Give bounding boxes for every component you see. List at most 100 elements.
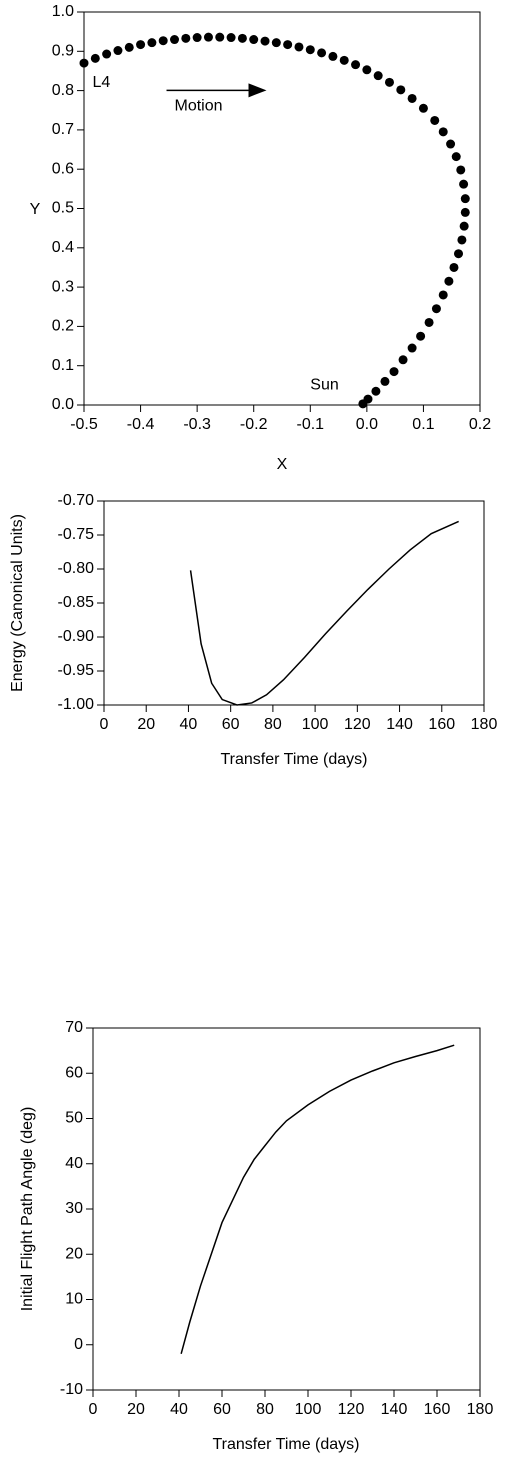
trajectory-point: [192, 33, 202, 43]
y-tick-label: 0.6: [52, 160, 74, 177]
y-tick-label: 70: [65, 1019, 83, 1036]
data-line: [180, 1044, 455, 1354]
trajectory-point: [460, 207, 470, 217]
trajectory-point: [384, 77, 394, 87]
trajectory-point: [249, 35, 259, 45]
x-tick-label: 120: [344, 716, 371, 733]
trajectory-point: [460, 194, 470, 204]
y-tick-label: -0.75: [58, 526, 95, 543]
x-tick-label: 180: [471, 716, 498, 733]
trajectory-point: [418, 103, 428, 113]
x-axis-label: Transfer Time (days): [221, 751, 368, 768]
trajectory-point: [454, 249, 464, 259]
x-axis-label: Transfer Time (days): [213, 1436, 360, 1453]
trajectory-point: [90, 53, 100, 63]
trajectory-point: [226, 33, 236, 43]
trajectory-point: [407, 343, 417, 353]
y-tick-label: -10: [60, 1381, 83, 1398]
trajectory-point: [373, 71, 383, 81]
x-tick-label: 180: [467, 1401, 494, 1418]
x-tick-label: 40: [170, 1401, 188, 1418]
motion-arrowhead: [248, 83, 267, 98]
trajectory-point: [305, 45, 315, 55]
y-tick-label: 0.7: [52, 121, 74, 138]
y-tick-label: -1.00: [58, 696, 95, 713]
trajectory-point: [237, 33, 247, 43]
trajectory-point: [459, 221, 469, 231]
trajectory-point: [147, 38, 157, 48]
y-tick-label: -0.95: [58, 662, 95, 679]
x-tick-label: 0.1: [412, 416, 434, 433]
plot-frame: [92, 1027, 481, 1391]
x-axis-label: X: [277, 456, 288, 473]
trajectory-point: [451, 152, 461, 162]
trajectory-point: [339, 55, 349, 65]
trajectory-point: [328, 51, 338, 61]
x-tick-label: 100: [302, 716, 329, 733]
trajectory-point: [351, 60, 361, 70]
x-tick-label: 60: [222, 716, 240, 733]
y-tick-label: 0.0: [52, 396, 74, 413]
trajectory-point: [398, 355, 408, 365]
trajectory-point: [407, 93, 417, 103]
trajectory-point: [380, 376, 390, 386]
trajectory-point: [457, 235, 467, 245]
trajectory-point: [271, 38, 281, 48]
y-tick-label: 1.0: [52, 3, 74, 20]
x-tick-label: 140: [386, 716, 413, 733]
trajectory-point: [136, 40, 146, 50]
annotation: Motion: [175, 98, 223, 115]
trajectory-point: [449, 262, 459, 272]
x-tick-label: 160: [428, 716, 455, 733]
trajectory-point: [181, 33, 191, 43]
x-tick-label: 120: [338, 1401, 365, 1418]
y-tick-label: 30: [65, 1200, 83, 1217]
trajectory-point: [456, 165, 466, 175]
y-tick-label: 50: [65, 1110, 83, 1127]
trajectory-point: [158, 36, 168, 46]
y-tick-label: 0.4: [52, 239, 74, 256]
trajectory-point: [431, 304, 441, 314]
x-tick-label: 20: [137, 716, 155, 733]
x-tick-label: 0: [89, 1401, 98, 1418]
trajectory-point: [203, 32, 213, 42]
trajectory-point: [124, 42, 134, 52]
plot-frame: [83, 11, 481, 406]
trajectory-point: [358, 399, 368, 409]
trajectory-point: [389, 367, 399, 377]
y-tick-label: 20: [65, 1245, 83, 1262]
x-tick-label: -0.5: [70, 416, 98, 433]
trajectory-point: [438, 127, 448, 137]
trajectory-point: [424, 317, 434, 327]
trajectory-point: [430, 115, 440, 125]
trajectory-point: [170, 35, 180, 45]
x-tick-label: 0.0: [356, 416, 378, 433]
x-tick-label: 80: [264, 716, 282, 733]
trajectory-point: [416, 331, 426, 341]
y-tick-label: 0.2: [52, 318, 74, 335]
trajectory-point: [317, 48, 327, 58]
trajectory-point: [283, 40, 293, 50]
y-tick-label: 0.1: [52, 357, 74, 374]
trajectory-point: [102, 49, 112, 59]
x-tick-label: -0.1: [296, 416, 324, 433]
trajectory-point: [396, 85, 406, 95]
trajectory-point: [444, 276, 454, 286]
y-tick-label: -0.70: [58, 492, 95, 509]
x-tick-label: 100: [295, 1401, 322, 1418]
trajectory-point: [79, 58, 89, 68]
x-tick-label: 0.2: [469, 416, 491, 433]
x-tick-label: -0.3: [183, 416, 211, 433]
y-tick-label: 10: [65, 1291, 83, 1308]
y-tick-label: 0.3: [52, 278, 74, 295]
x-tick-label: -0.4: [127, 416, 155, 433]
annotation: Sun: [310, 377, 338, 394]
x-tick-label: 80: [256, 1401, 274, 1418]
y-tick-label: -0.90: [58, 628, 95, 645]
annotation: L4: [92, 74, 110, 91]
trajectory-point: [215, 32, 225, 42]
x-tick-label: 60: [213, 1401, 231, 1418]
trajectory-point: [446, 139, 456, 149]
y-tick-label: -0.85: [58, 594, 95, 611]
y-axis-label: Energy (Canonical Units): [9, 514, 26, 692]
